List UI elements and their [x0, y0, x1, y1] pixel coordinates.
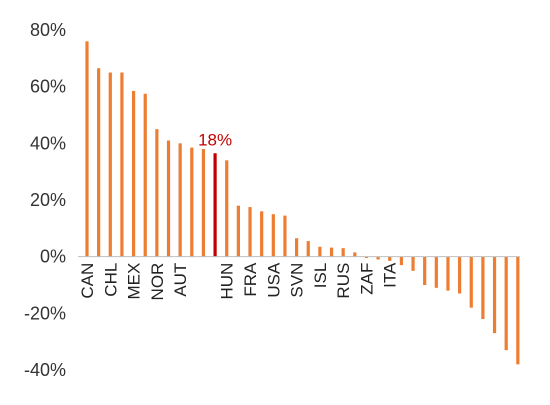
x-tick-label: MEX: [125, 263, 144, 300]
bar: [260, 211, 264, 257]
y-tick-label: 60%: [30, 77, 66, 97]
bar: [248, 207, 252, 257]
x-tick-label: USA: [264, 262, 283, 298]
bar: [516, 256, 520, 365]
y-tick-label: 80%: [30, 20, 66, 40]
bar: [201, 149, 206, 257]
y-tick-label: 40%: [30, 133, 66, 153]
bar: [283, 215, 287, 257]
bar: [120, 72, 124, 257]
x-tick-label: ITA: [381, 262, 400, 288]
bar: [399, 256, 403, 266]
bar: [388, 256, 392, 261]
bar: [271, 214, 275, 257]
y-tick-label: -20%: [24, 303, 66, 323]
bar: [376, 256, 380, 260]
bar: [481, 256, 485, 319]
bar: [364, 256, 369, 259]
bar: [108, 72, 112, 257]
bar: [469, 256, 473, 308]
bar: [143, 93, 147, 257]
bar: [178, 143, 182, 257]
callout-label: 18%: [198, 130, 232, 149]
bar: [166, 140, 171, 257]
y-tick-label: 0%: [40, 247, 66, 267]
bar: [458, 256, 462, 294]
bar: [446, 256, 450, 291]
y-axis: -40% -20% 0% 20% 40% 60% 80%: [24, 20, 66, 380]
bars-group: [85, 41, 520, 365]
bar: [341, 248, 345, 257]
x-tick-label: HUN: [218, 263, 237, 300]
bar: [225, 160, 229, 257]
x-tick-label: ISL: [311, 263, 330, 289]
bar: [97, 68, 101, 257]
bar: [85, 41, 89, 257]
bar: [236, 205, 240, 257]
x-tick-label: RUS: [334, 263, 353, 299]
bar: [492, 256, 497, 334]
x-tick-label: ZAF: [357, 263, 376, 295]
x-tick-label: NOR: [148, 263, 167, 301]
bar: [131, 90, 136, 257]
x-tick-label: CAN: [78, 263, 97, 299]
bar: [318, 246, 322, 257]
bar: [411, 256, 415, 271]
y-tick-label: -40%: [24, 360, 66, 380]
highlighted-bar: [213, 153, 217, 257]
bar: [504, 256, 508, 351]
bar: [353, 252, 357, 257]
bar: [306, 241, 310, 257]
y-tick-label: 20%: [30, 190, 66, 210]
x-axis: CAN CHL MEX NOR AUT HUN FRA USA SVN ISL RUS ZAF ITA: [78, 262, 400, 300]
x-tick-label: SVN: [288, 263, 307, 298]
x-tick-label: FRA: [241, 262, 260, 297]
bar: [329, 247, 334, 257]
bar: [155, 129, 159, 257]
bar: [190, 147, 194, 257]
x-tick-label: CHL: [101, 263, 120, 297]
bar: [423, 256, 427, 285]
x-tick-label: AUT: [171, 263, 190, 297]
bar: [434, 256, 438, 288]
bar: [294, 238, 299, 257]
